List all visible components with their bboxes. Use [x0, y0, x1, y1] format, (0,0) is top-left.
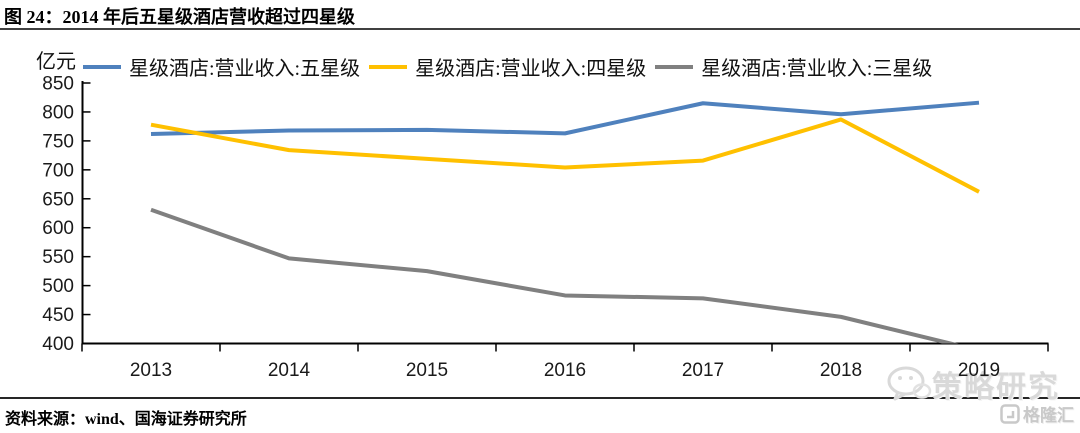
series-line-2: [150, 207, 959, 344]
y-tick-label: 700: [42, 160, 74, 181]
y-tick-label: 800: [42, 102, 74, 123]
brand-logo: 格隆汇: [1000, 401, 1074, 426]
y-tick-label: 550: [42, 247, 74, 268]
chart-legend: 星级酒店:营业收入:五星级 星级酒店:营业收入:四星级 星级酒店:营业收入:三星…: [83, 52, 941, 81]
y-tick-label: 650: [42, 189, 74, 210]
y-tick-label: 750: [42, 131, 74, 152]
brand-logo-text: 格隆汇: [1023, 406, 1074, 425]
y-tick-label: 850: [42, 74, 74, 95]
legend-label-five-star: 星级酒店:营业收入:五星级: [129, 58, 361, 80]
y-tick-label: 400: [42, 334, 74, 355]
y-tick-label: 600: [42, 218, 74, 239]
legend-item-four-star: 星级酒店:营业收入:四星级: [369, 52, 646, 81]
x-tick-label: 2013: [130, 360, 172, 381]
bottom-divider: [0, 397, 1080, 399]
y-axis-unit-label: 亿元: [36, 51, 76, 73]
legend-label-four-star: 星级酒店:营业收入:四星级: [415, 58, 647, 80]
x-tick-label: 2015: [406, 360, 448, 381]
watermark: 策略研究: [886, 362, 1060, 406]
x-tick-label: 2018: [820, 360, 862, 381]
series-line-0: [150, 100, 980, 136]
x-tick-label: 2019: [958, 360, 1000, 381]
series-line-1: [150, 117, 980, 194]
legend-swatch-four-star: [369, 64, 408, 69]
x-tick-label: 2017: [682, 360, 724, 381]
x-tick-label: 2016: [544, 360, 586, 381]
y-tick-label: 450: [42, 305, 74, 326]
wechat-icon: [887, 366, 932, 401]
top-divider: [0, 28, 1080, 30]
watermark-text: 策略研究: [932, 371, 1060, 404]
legend-item-three-star: 星级酒店:营业收入:三星级: [655, 52, 932, 81]
figure-title: 图 24：2014 年后五星级酒店营收超过四星级: [4, 7, 355, 27]
gelonghui-icon: [1000, 403, 1020, 424]
legend-label-three-star: 星级酒店:营业收入:三星级: [701, 58, 933, 80]
legend-swatch-three-star: [655, 64, 694, 69]
legend-swatch-five-star: [83, 64, 121, 69]
legend-item-five-star: 星级酒店:营业收入:五星级: [83, 52, 360, 81]
x-tick-label: 2014: [268, 360, 311, 381]
source-text: 资料来源：wind、国海证券研究所: [5, 411, 247, 428]
y-tick-label: 500: [42, 276, 74, 297]
